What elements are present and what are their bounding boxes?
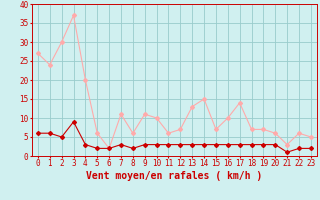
X-axis label: Vent moyen/en rafales ( km/h ): Vent moyen/en rafales ( km/h ) [86, 171, 262, 181]
